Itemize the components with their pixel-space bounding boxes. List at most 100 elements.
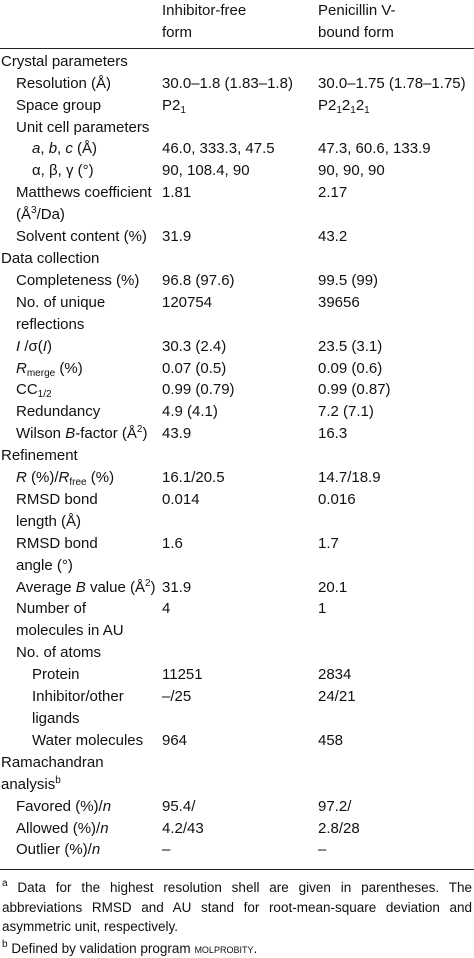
row-label: RMSD bond length (Å) — [0, 489, 162, 533]
text: 0.99 (0.87) — [318, 381, 391, 399]
text: Crystal parameters — [1, 52, 128, 70]
text: 3 — [31, 205, 37, 217]
data-table: Inhibitor-free form Penicillin V- bound f… — [0, 0, 474, 870]
cell: 16.3 — [318, 423, 474, 445]
text: 1 — [364, 104, 370, 116]
cell: 30.0–1.8 (1.83–1.8) — [162, 73, 318, 95]
cell: – — [162, 839, 318, 869]
text: 96.8 (97.6) — [162, 271, 235, 289]
text: Protein — [32, 666, 80, 684]
section-row: Data collection — [0, 248, 474, 270]
row-label: Completeness (%) — [0, 270, 162, 292]
text: 23.5 (3.1) — [318, 337, 383, 355]
text: No. of unique reflections — [16, 293, 106, 333]
text: Penicillin V- bound form — [318, 2, 396, 41]
cell — [162, 117, 318, 139]
text: Data for the highest resolution shell ar… — [2, 880, 472, 935]
row-label: Redundancy — [0, 401, 162, 423]
table-header: Inhibitor-free form Penicillin V- bound f… — [0, 0, 474, 49]
text: 4.2/43 — [162, 819, 204, 837]
text: α, β, γ (°) — [32, 162, 94, 180]
text: value (Å — [85, 578, 145, 596]
text: 30.3 (2.4) — [162, 337, 227, 355]
text: 20.1 — [318, 578, 348, 596]
cell: 16.1/20.5 — [162, 467, 318, 489]
text: Data collection — [1, 249, 100, 267]
column-header: Inhibitor-free form — [162, 0, 318, 48]
row-label: No. of atoms — [0, 642, 162, 664]
row-label: Ramachandran analysisb — [0, 752, 162, 796]
text: 39656 — [318, 293, 360, 311]
text: 16.3 — [318, 425, 348, 443]
text: 458 — [318, 731, 344, 749]
row-label: Allowed (%)/n — [0, 818, 162, 840]
text: P2 — [162, 96, 181, 114]
cell: 1.6 — [162, 533, 318, 577]
cell: 7.2 (7.1) — [318, 401, 474, 423]
cell: 11251 — [162, 664, 318, 686]
row-label: Inhibitor/other ligands — [0, 686, 162, 730]
table-row: Favored (%)/n 95.4/97.2/ — [0, 796, 474, 818]
text: b — [55, 774, 61, 786]
text: Favored (%)/ — [16, 797, 103, 815]
text: 1.7 — [318, 534, 339, 552]
text: free — [69, 477, 87, 489]
text: 4.9 (4.1) — [162, 403, 218, 421]
header-row: Inhibitor-free form Penicillin V- bound f… — [0, 0, 474, 49]
section-row: Refinement — [0, 445, 474, 467]
text: ) — [150, 578, 156, 596]
text: Inhibitor/other ligands — [32, 688, 124, 727]
cell: 90, 90, 90 — [318, 160, 474, 182]
table-row: R (%)/Rfree (%) 16.1/20.5 14.7/18.9 — [0, 467, 474, 489]
section-row: Ramachandran analysisb — [0, 752, 474, 796]
footnotes: a Data for the highest resolution shell … — [0, 870, 474, 958]
table-row: CC1/2 0.99 (0.79) 0.99 (0.87) — [0, 379, 474, 401]
text: B — [65, 425, 76, 443]
cell: 31.9 — [162, 226, 318, 248]
footnote: a Data for the highest resolution shell … — [2, 878, 472, 937]
text: 2 — [136, 424, 143, 436]
text: 1 — [336, 104, 342, 116]
cell: 2834 — [318, 664, 474, 686]
text: Average — [16, 578, 76, 596]
cell — [318, 48, 474, 72]
row-label: No. of unique reflections — [0, 292, 162, 336]
text: 43.2 — [318, 228, 348, 246]
text: – — [318, 841, 327, 859]
text: 95.4/ — [162, 797, 196, 815]
cell: 14.7/18.9 — [318, 467, 474, 489]
text: 1 — [350, 104, 356, 116]
table-row: Allowed (%)/n 4.2/43 2.8/28 — [0, 818, 474, 840]
text: , — [40, 140, 49, 158]
text: Inhibitor-free form — [162, 2, 247, 41]
row-label: Wilson B-factor (Å2) — [0, 423, 162, 445]
row-label: Favored (%)/n — [0, 796, 162, 818]
cell — [318, 752, 474, 796]
row-label: Rmerge (%) — [0, 358, 162, 380]
section-row: Crystal parameters — [0, 48, 474, 72]
cell: 96.8 (97.6) — [162, 270, 318, 292]
text: (%) — [86, 469, 115, 487]
cell: 43.2 — [318, 226, 474, 248]
text: 0.07 (0.5) — [162, 359, 227, 377]
footnote: b Defined by validation program molprobi… — [2, 939, 472, 958]
text: 2.17 — [318, 184, 348, 202]
table-row: I /σ(I) 30.3 (2.4) 23.5 (3.1) — [0, 336, 474, 358]
table-row: Inhibitor/other ligands –/25 24/21 — [0, 686, 474, 730]
text: 4 — [162, 600, 171, 618]
table-body: Crystal parameters Resolution (Å) 30.0–1.8… — [0, 48, 474, 870]
table-row: α, β, γ (°) 90, 108.4, 90 90, 90, 90 — [0, 160, 474, 182]
cell: 458 — [318, 730, 474, 752]
cell: 964 — [162, 730, 318, 752]
text: Number of molecules in AU — [16, 600, 124, 640]
text: Unit cell parameters — [16, 118, 150, 136]
row-label: Refinement — [0, 445, 162, 467]
cell: 46.0, 333.3, 47.5 — [162, 138, 318, 160]
cell: 4.9 (4.1) — [162, 401, 318, 423]
text: /Da) — [36, 206, 65, 224]
cell — [318, 445, 474, 467]
cell: 20.1 — [318, 577, 474, 599]
table-row: Solvent content (%) 31.9 43.2 — [0, 226, 474, 248]
